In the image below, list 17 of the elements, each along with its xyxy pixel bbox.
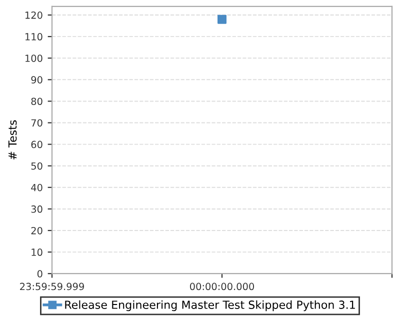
x-tick-label: 23:59:59.999 bbox=[20, 282, 84, 290]
y-tick-label: 50 bbox=[31, 162, 42, 170]
y-axis-title: # Tests bbox=[8, 120, 17, 160]
y-tick-label: 10 bbox=[32, 248, 42, 256]
y-tick-label: 110 bbox=[25, 33, 42, 40]
y-tick-label: 120 bbox=[25, 11, 42, 19]
y-tick-label: 100 bbox=[25, 54, 42, 62]
y-tick-label: 30 bbox=[31, 205, 42, 213]
y-tick-label: 70 bbox=[31, 119, 42, 127]
y-tick-label: 80 bbox=[31, 98, 42, 106]
y-tick-label: 40 bbox=[31, 184, 42, 192]
y-tick-label: 0 bbox=[37, 270, 42, 278]
x-tick-label: 00:00:00.000 bbox=[190, 282, 254, 290]
y-tick-label: 20 bbox=[31, 226, 42, 234]
y-tick-label: 90 bbox=[31, 76, 42, 84]
legend-label: Release Engineering Master Test Skipped Python 3.1 bbox=[65, 300, 355, 312]
y-tick-label: 60 bbox=[31, 140, 42, 148]
